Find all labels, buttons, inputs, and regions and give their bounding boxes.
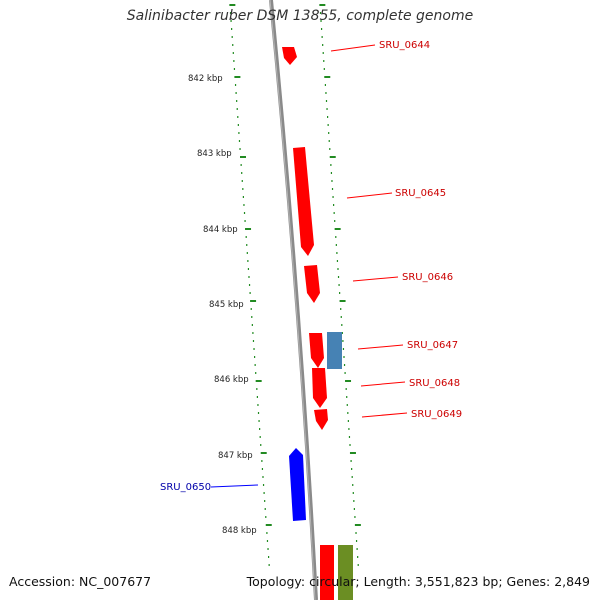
gene-feature-bottom-olive[interactable] <box>338 545 353 600</box>
gene-label-sru-0644[interactable]: SRU_0644 <box>379 40 430 51</box>
leader-line-sru-0650 <box>210 484 259 488</box>
ruler-ticks-left <box>229 4 272 566</box>
gene-feature-sru-0644[interactable] <box>282 47 297 65</box>
gene-feature-sru-0647-b[interactable] <box>327 332 342 369</box>
leader-line-sru-0647 <box>357 344 404 350</box>
leader-line-sru-0644 <box>330 44 376 52</box>
ruler-ticks-right <box>319 4 361 566</box>
gene-label-sru-0645[interactable]: SRU_0645 <box>395 188 446 199</box>
gene-feature-bottom-red[interactable] <box>320 545 334 600</box>
gene-feature-sru-0649[interactable] <box>314 409 328 430</box>
leader-line-sru-0649 <box>361 412 408 418</box>
ruler-label-847: 847 kbp <box>218 451 253 461</box>
leader-line-sru-0646 <box>352 276 399 282</box>
ruler-label-843: 843 kbp <box>197 149 232 159</box>
ruler-label-844: 844 kbp <box>203 225 238 235</box>
gene-feature-sru-0650[interactable] <box>289 448 306 521</box>
leader-line-sru-0648 <box>360 381 406 387</box>
genome-backbone <box>269 0 318 600</box>
ruler-label-848: 848 kbp <box>222 526 257 536</box>
gene-feature-sru-0647[interactable] <box>309 333 324 368</box>
genome-backbone-highlight <box>269 0 316 600</box>
genome-summary-text: Topology: circular; Length: 3,551,823 bp… <box>246 574 590 589</box>
gene-label-sru-0648[interactable]: SRU_0648 <box>409 378 460 389</box>
gene-label-sru-0646[interactable]: SRU_0646 <box>402 272 453 283</box>
accession-text: Accession: NC_007677 <box>9 574 152 589</box>
gene-feature-sru-0645[interactable] <box>293 147 314 256</box>
gene-label-sru-0650[interactable]: SRU_0650 <box>160 482 211 493</box>
ruler-label-845: 845 kbp <box>209 300 244 310</box>
gene-feature-sru-0648[interactable] <box>312 368 327 408</box>
ruler-label-846: 846 kbp <box>214 375 249 385</box>
leader-line-sru-0645 <box>346 192 393 199</box>
gene-label-sru-0647[interactable]: SRU_0647 <box>407 340 458 351</box>
ruler-label-842: 842 kbp <box>188 74 223 84</box>
gene-label-sru-0649[interactable]: SRU_0649 <box>411 409 462 420</box>
gene-feature-sru-0646[interactable] <box>304 265 320 303</box>
page-title: Salinibacter ruber DSM 13855, complete g… <box>126 8 474 24</box>
